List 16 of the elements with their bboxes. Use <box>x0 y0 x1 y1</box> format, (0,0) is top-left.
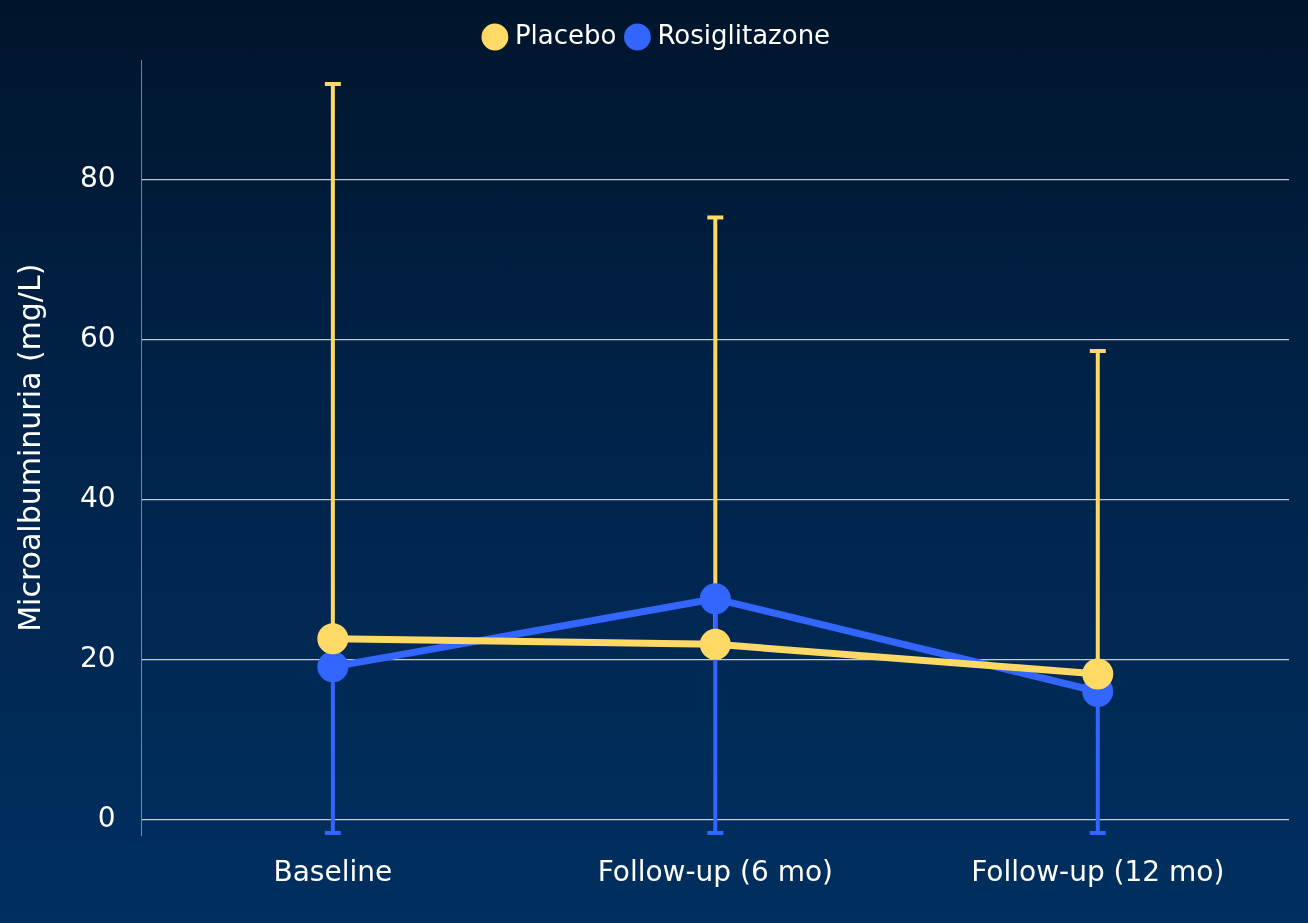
legend-label: Rosiglitazone <box>657 19 831 50</box>
y-tick-label: 40 <box>79 480 116 514</box>
point <box>317 651 349 683</box>
point <box>699 628 731 660</box>
legend-label: Placebo <box>514 19 617 50</box>
point <box>699 583 731 615</box>
y-tick-label: 20 <box>79 640 116 674</box>
y-tick-label: 80 <box>79 161 116 195</box>
point <box>317 623 349 655</box>
y-tick-label: 60 <box>79 321 116 355</box>
point <box>1082 658 1114 690</box>
x-tick-label: Baseline <box>273 855 393 889</box>
y-axis-title: Microalbuminuria (mg/L) <box>11 263 47 632</box>
y-tick-label: 0 <box>97 800 116 834</box>
x-tick-label: Follow-up (6 mo) <box>597 855 833 889</box>
x-tick-label: Follow-up (12 mo) <box>971 855 1225 889</box>
